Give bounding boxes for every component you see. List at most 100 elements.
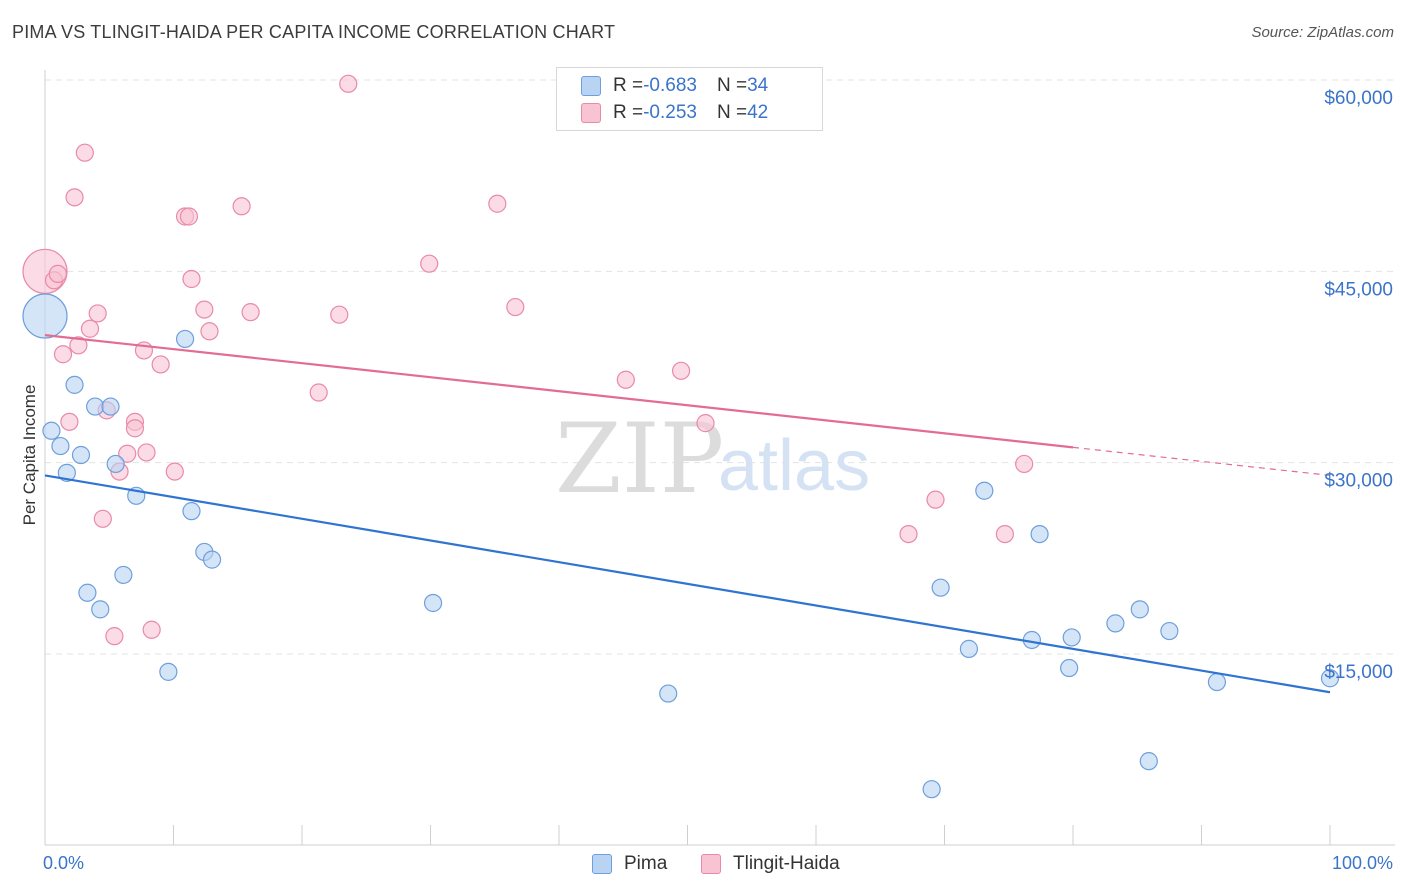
tlingit-point-35 xyxy=(616,370,635,389)
legend-row-pima: R = -0.683 N = 34 xyxy=(581,73,768,99)
legend-row-tlingit: R = -0.253 N = 42 xyxy=(581,100,768,126)
tlingit-point-23 xyxy=(179,207,199,226)
bottom-pima-swatch xyxy=(592,854,612,874)
x-tick-label-0: 0.0% xyxy=(43,853,84,873)
tlingit-point-38 xyxy=(899,524,918,544)
tlingit-point-19 xyxy=(142,620,161,639)
tlingit-trend-line xyxy=(44,334,1074,449)
pima-point-23 xyxy=(975,481,994,500)
pima-point-22 xyxy=(959,639,979,658)
pima-point-29 xyxy=(1130,600,1149,619)
tlingit-point-32 xyxy=(420,254,439,273)
pima-point-25 xyxy=(1030,524,1049,544)
pima-point-28 xyxy=(1106,614,1125,633)
gridlines xyxy=(45,79,1395,655)
tlingit-point-27 xyxy=(232,197,251,216)
axes xyxy=(44,70,1395,846)
pima-point-9 xyxy=(101,397,120,416)
pima-point-17 xyxy=(202,550,222,569)
tlingit-swatch xyxy=(581,103,601,123)
pima-point-32 xyxy=(1207,672,1227,692)
pima-point-10 xyxy=(106,454,125,474)
tlingit-trend-extension xyxy=(1072,446,1331,477)
tlingit-point-24 xyxy=(182,269,201,289)
tlingit-r-label: R = xyxy=(613,102,644,123)
watermark: ZIP atlas xyxy=(555,403,870,515)
pima-trend-line xyxy=(44,474,1331,694)
source-label: Source: ZipAtlas.com xyxy=(1251,24,1394,41)
tlingit-point-39 xyxy=(926,490,945,509)
pima-point-33 xyxy=(1320,669,1340,688)
tlingit-n-value: 42 xyxy=(747,102,769,123)
pima-points xyxy=(22,293,1340,799)
tlingit-point-26 xyxy=(200,322,219,341)
tlingit-point-34 xyxy=(506,297,525,317)
pima-point-8 xyxy=(91,600,110,619)
pima-point-3 xyxy=(57,463,76,482)
pima-n-label: N = xyxy=(716,75,748,96)
tlingit-point-5 xyxy=(65,188,84,207)
tlingit-point-40 xyxy=(995,524,1014,544)
pima-point-31 xyxy=(1160,621,1179,641)
tlingit-point-3 xyxy=(53,345,73,364)
tlingit-point-10 xyxy=(93,509,112,528)
tlingit-point-6 xyxy=(69,336,88,355)
pima-point-1 xyxy=(42,421,61,440)
tlingit-point-30 xyxy=(330,305,349,324)
bottom-tlingit-swatch xyxy=(701,854,721,874)
bottom-legend-tlingit: Tlingit-Haida xyxy=(701,851,840,877)
bottom-legend-pima: Pima xyxy=(592,851,667,877)
watermark-atlas: atlas xyxy=(718,426,870,506)
pima-point-18 xyxy=(423,593,443,613)
trend-lines xyxy=(44,334,1331,694)
tlingit-point-9 xyxy=(88,304,107,323)
tlingit-point-25 xyxy=(195,300,214,319)
pima-n-value: 34 xyxy=(747,75,769,96)
pima-r-value: -0.683 xyxy=(643,75,697,96)
pima-point-13 xyxy=(159,662,178,681)
tlingit-point-7 xyxy=(75,143,94,162)
pima-point-19 xyxy=(659,684,678,703)
tlingit-point-12 xyxy=(105,627,124,646)
pima-point-14 xyxy=(175,329,195,349)
tlingit-point-31 xyxy=(339,74,358,93)
pima-point-15 xyxy=(182,502,201,521)
tick-labels: $15,000 $30,000 $45,000 $60,000 0.0% 100.0% Pe… xyxy=(20,88,1393,873)
bottom-pima-label: Pima xyxy=(624,853,668,874)
tlingit-point-16 xyxy=(125,419,145,438)
tlingit-point-18 xyxy=(137,443,156,462)
pima-point-4 xyxy=(65,375,84,394)
correlation-legend: R = -0.683 N = 34 R = -0.253 N = 42 xyxy=(556,67,823,131)
tlingit-point-37 xyxy=(696,414,715,433)
pima-point-6 xyxy=(78,583,97,602)
pima-point-0 xyxy=(22,293,68,339)
pima-point-27 xyxy=(1062,628,1081,647)
pima-r-label: R = xyxy=(613,75,644,96)
tlingit-point-20 xyxy=(151,355,170,374)
y-axis-label: Per Capita Income xyxy=(20,385,39,526)
pima-point-11 xyxy=(114,565,133,585)
pima-point-26 xyxy=(1060,658,1079,678)
tlingit-point-8 xyxy=(80,319,100,338)
tlingit-point-29 xyxy=(309,383,328,402)
y-tick-label-0: $15,000 xyxy=(1324,662,1393,683)
tlingit-point-36 xyxy=(671,361,691,380)
tlingit-point-4 xyxy=(60,412,79,431)
y-tick-label-3: $60,000 xyxy=(1324,88,1393,109)
pima-point-21 xyxy=(931,578,950,597)
tlingit-point-21 xyxy=(165,462,184,481)
tlingit-point-14 xyxy=(118,444,137,463)
tlingit-point-41 xyxy=(1015,454,1034,474)
pima-point-20 xyxy=(922,780,941,799)
bottom-tlingit-label: Tlingit-Haida xyxy=(733,853,840,874)
tlingit-r-value: -0.253 xyxy=(643,102,697,123)
tlingit-point-2 xyxy=(48,264,67,283)
tlingit-point-28 xyxy=(241,303,260,322)
tlingit-n-label: N = xyxy=(716,102,748,123)
x-tick-label-1: 100.0% xyxy=(1332,853,1393,873)
pima-point-30 xyxy=(1139,752,1158,771)
watermark-zip: ZIP xyxy=(555,403,724,515)
chart-title: PIMA VS TLINGIT-HAIDA PER CAPITA INCOME … xyxy=(12,22,616,42)
pima-swatch xyxy=(581,76,601,96)
